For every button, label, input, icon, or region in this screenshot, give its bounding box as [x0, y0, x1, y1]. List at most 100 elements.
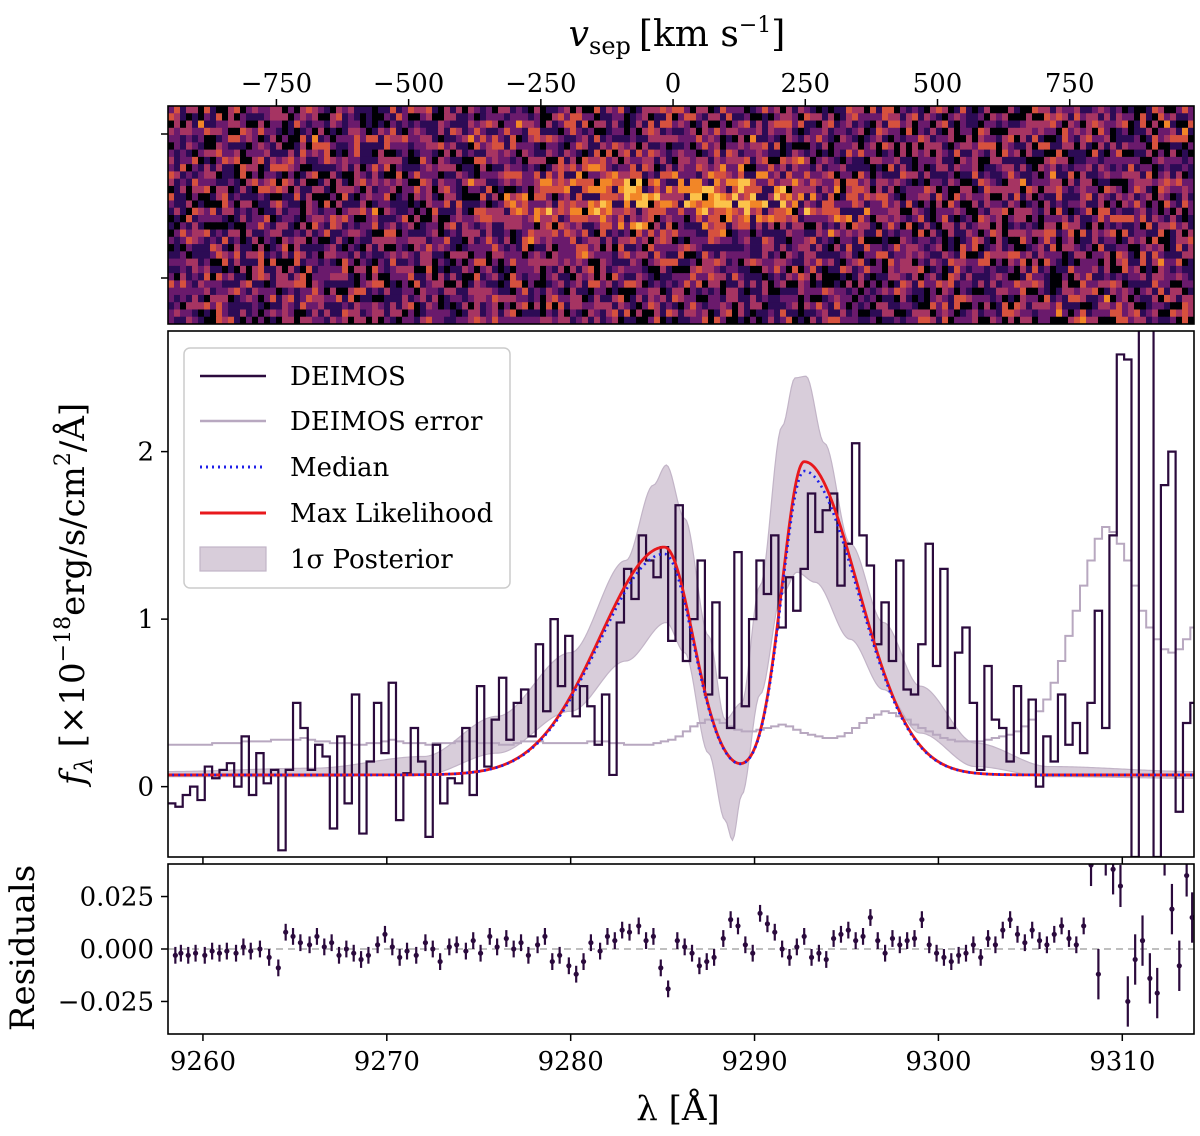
image-pixel — [978, 156, 985, 165]
image-pixel — [720, 294, 727, 303]
image-pixel — [978, 113, 985, 121]
image-pixel — [330, 113, 337, 121]
image-pixel — [354, 171, 361, 180]
image-pixel — [240, 127, 247, 136]
image-pixel — [1026, 280, 1033, 289]
image-pixel — [1008, 265, 1015, 274]
image-pixel — [234, 142, 241, 150]
image-pixel — [990, 106, 997, 114]
image-pixel — [1098, 127, 1105, 136]
image-pixel — [498, 171, 505, 180]
image-pixel — [570, 193, 577, 201]
image-pixel — [810, 280, 817, 289]
image-pixel — [540, 280, 547, 289]
image-pixel — [330, 294, 337, 303]
image-pixel — [372, 106, 379, 114]
image-pixel — [708, 236, 715, 245]
image-pixel — [1158, 258, 1165, 267]
image-pixel — [708, 287, 715, 296]
image-pixel — [1176, 222, 1183, 230]
image-pixel — [1110, 244, 1117, 252]
image-pixel — [438, 120, 445, 129]
image-pixel — [678, 251, 685, 259]
image-pixel — [1014, 106, 1021, 114]
image-pixel — [534, 265, 541, 274]
image-pixel — [756, 229, 763, 238]
image-pixel — [840, 185, 847, 194]
image-pixel — [1008, 185, 1015, 194]
image-pixel — [750, 280, 757, 289]
image-pixel — [1032, 207, 1039, 216]
image-pixel — [810, 229, 817, 238]
image-pixel — [750, 120, 757, 129]
image-pixel — [300, 265, 307, 274]
image-pixel — [252, 207, 259, 216]
image-pixel — [240, 193, 247, 201]
image-pixel — [960, 251, 967, 259]
image-pixel — [348, 149, 355, 158]
image-pixel — [552, 287, 559, 296]
image-pixel — [876, 193, 883, 201]
image-pixel — [414, 222, 421, 230]
image-pixel — [318, 106, 325, 114]
image-pixel — [360, 215, 367, 223]
image-pixel — [630, 265, 637, 274]
image-pixel — [762, 178, 769, 187]
image-pixel — [588, 149, 595, 158]
image-pixel — [738, 302, 745, 310]
image-pixel — [1116, 106, 1123, 114]
image-pixel — [1140, 229, 1147, 238]
image-pixel — [930, 287, 937, 296]
image-pixel — [522, 149, 529, 158]
image-pixel — [330, 215, 337, 223]
image-pixel — [1134, 280, 1141, 289]
image-pixel — [282, 178, 289, 187]
image-pixel — [1026, 207, 1033, 216]
image-pixel — [210, 258, 217, 267]
image-pixel — [774, 142, 781, 150]
image-pixel — [930, 149, 937, 158]
image-pixel — [1038, 178, 1045, 187]
image-pixel — [1128, 127, 1135, 136]
image-pixel — [882, 106, 889, 114]
image-pixel — [744, 127, 751, 136]
image-pixel — [210, 127, 217, 136]
image-pixel — [294, 258, 301, 267]
image-pixel — [444, 120, 451, 129]
image-pixel — [936, 113, 943, 121]
image-pixel — [504, 142, 511, 150]
image-pixel — [594, 178, 601, 187]
image-pixel — [1092, 309, 1099, 318]
image-pixel — [696, 171, 703, 180]
image-pixel — [264, 207, 271, 216]
image-pixel — [216, 302, 223, 310]
image-pixel — [564, 149, 571, 158]
image-pixel — [816, 302, 823, 310]
image-pixel — [894, 135, 901, 143]
image-pixel — [552, 229, 559, 238]
image-pixel — [570, 200, 577, 209]
image-pixel — [192, 236, 199, 245]
image-pixel — [372, 149, 379, 158]
image-pixel — [1086, 200, 1093, 209]
image-pixel — [342, 113, 349, 121]
image-pixel — [174, 251, 181, 259]
image-pixel — [342, 207, 349, 216]
image-pixel — [300, 236, 307, 245]
image-pixel — [642, 265, 649, 274]
image-pixel — [294, 280, 301, 289]
image-pixel — [1062, 200, 1069, 209]
image-pixel — [216, 120, 223, 129]
image-pixel — [690, 113, 697, 121]
image-pixel — [882, 236, 889, 245]
image-pixel — [594, 222, 601, 230]
image-pixel — [1182, 222, 1189, 230]
image-pixel — [744, 149, 751, 158]
image-pixel — [360, 309, 367, 318]
image-pixel — [900, 287, 907, 296]
image-pixel — [618, 287, 625, 296]
image-pixel — [456, 294, 463, 303]
image-pixel — [492, 309, 499, 318]
image-pixel — [1002, 156, 1009, 165]
image-pixel — [252, 149, 259, 158]
